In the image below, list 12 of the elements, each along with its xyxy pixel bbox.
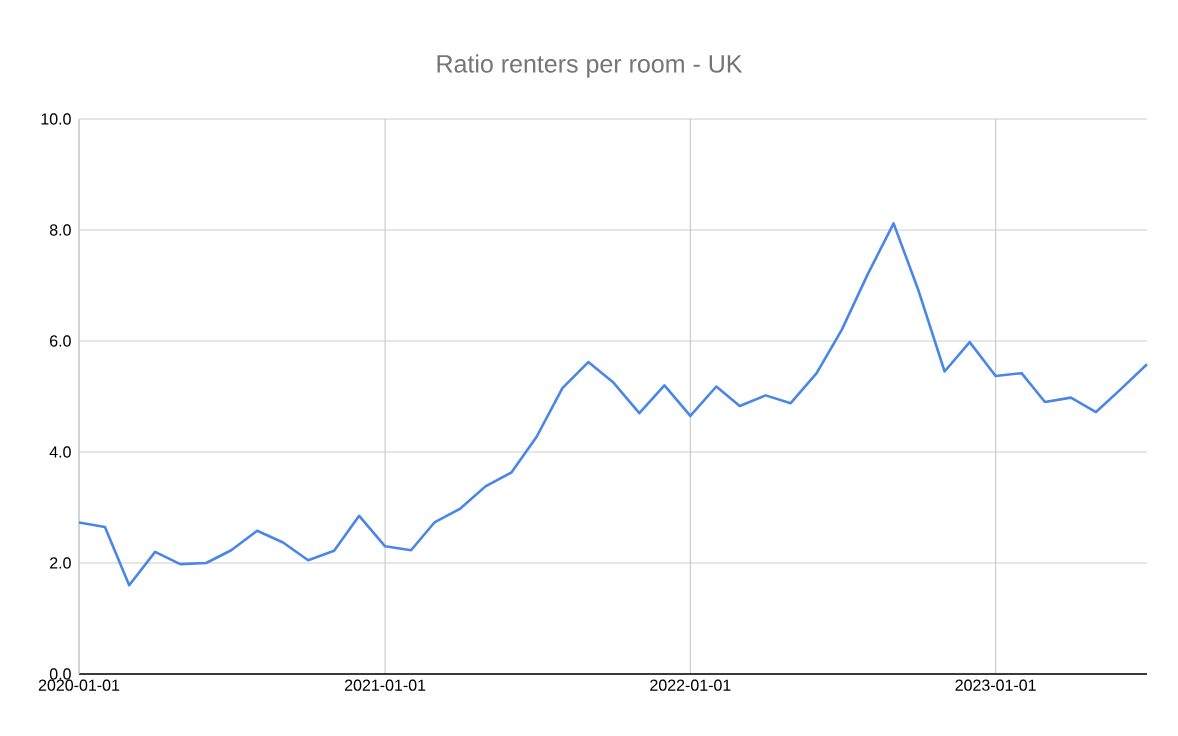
line-series — [77, 222, 1149, 587]
y-tick-label: 2.0 — [50, 557, 71, 569]
x-tick-label: 2022-01-01 — [650, 679, 731, 691]
x-tick-label: 2020-01-01 — [38, 679, 120, 691]
x-tick-label: 2023-01-01 — [955, 679, 1036, 691]
y-tick-label: 8.0 — [49, 224, 71, 236]
chart-title: Ratio renters per room - UK — [437, 54, 743, 78]
y-tick-label: 6.0 — [50, 335, 71, 347]
y-tick-label: 4.0 — [49, 446, 71, 458]
x-tick-label: 2021-01-01 — [344, 679, 426, 691]
y-tick-label: 0.0 — [49, 668, 71, 680]
y-tick-label: 10.0 — [41, 113, 71, 125]
